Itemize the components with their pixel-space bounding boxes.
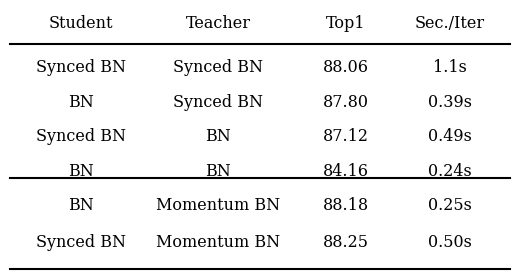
Text: Synced BN: Synced BN <box>173 94 264 111</box>
Text: 0.39s: 0.39s <box>428 94 472 111</box>
Text: BN: BN <box>205 128 231 145</box>
Text: BN: BN <box>205 163 231 180</box>
Text: Synced BN: Synced BN <box>35 128 126 145</box>
Text: 87.12: 87.12 <box>323 128 369 145</box>
Text: 1.1s: 1.1s <box>433 59 467 76</box>
Text: Student: Student <box>48 15 113 32</box>
Text: Synced BN: Synced BN <box>173 59 264 76</box>
Text: 0.49s: 0.49s <box>428 128 472 145</box>
Text: Sec./Iter: Sec./Iter <box>415 15 485 32</box>
Text: Synced BN: Synced BN <box>35 234 126 251</box>
Text: Synced BN: Synced BN <box>35 59 126 76</box>
Text: 0.50s: 0.50s <box>428 234 472 251</box>
Text: 87.80: 87.80 <box>323 94 369 111</box>
Text: Top1: Top1 <box>326 15 366 32</box>
Text: 88.18: 88.18 <box>323 197 369 214</box>
Text: 88.25: 88.25 <box>323 234 369 251</box>
Text: Teacher: Teacher <box>186 15 251 32</box>
Text: 88.06: 88.06 <box>323 59 369 76</box>
Text: 84.16: 84.16 <box>323 163 369 180</box>
Text: BN: BN <box>68 94 94 111</box>
Text: 0.24s: 0.24s <box>428 163 472 180</box>
Text: Momentum BN: Momentum BN <box>157 234 280 251</box>
Text: BN: BN <box>68 163 94 180</box>
Text: Momentum BN: Momentum BN <box>157 197 280 214</box>
Text: 0.25s: 0.25s <box>428 197 472 214</box>
Text: BN: BN <box>68 197 94 214</box>
